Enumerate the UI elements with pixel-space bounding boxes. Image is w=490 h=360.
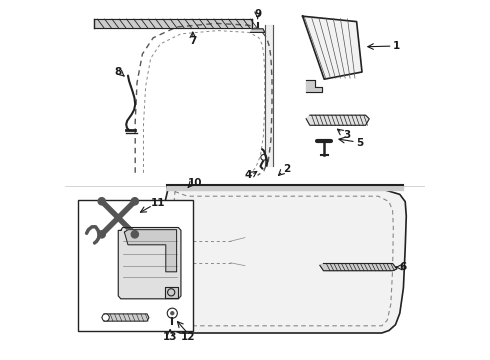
Polygon shape (320, 264, 397, 271)
Circle shape (131, 198, 139, 205)
Circle shape (102, 314, 109, 321)
Polygon shape (303, 16, 362, 79)
Circle shape (167, 308, 177, 318)
Text: 7: 7 (189, 36, 196, 46)
Text: 4: 4 (244, 170, 251, 180)
Text: 5: 5 (357, 138, 364, 148)
Polygon shape (306, 115, 369, 125)
Polygon shape (306, 80, 322, 92)
Polygon shape (102, 314, 149, 321)
Polygon shape (124, 230, 176, 272)
Text: 1: 1 (392, 41, 400, 51)
Text: 8: 8 (115, 67, 122, 77)
Text: 11: 11 (150, 198, 165, 208)
Circle shape (131, 231, 139, 238)
Circle shape (170, 311, 174, 315)
Text: 9: 9 (254, 9, 261, 19)
Polygon shape (165, 186, 406, 333)
Text: 12: 12 (181, 332, 196, 342)
Text: 6: 6 (400, 262, 407, 272)
Text: 10: 10 (187, 178, 202, 188)
Text: 2: 2 (283, 164, 290, 174)
Polygon shape (250, 29, 265, 32)
Text: 3: 3 (343, 130, 350, 140)
Bar (77, 200, 193, 331)
Polygon shape (118, 228, 181, 299)
Circle shape (98, 198, 105, 205)
Circle shape (98, 231, 105, 238)
Text: 13: 13 (163, 332, 177, 342)
